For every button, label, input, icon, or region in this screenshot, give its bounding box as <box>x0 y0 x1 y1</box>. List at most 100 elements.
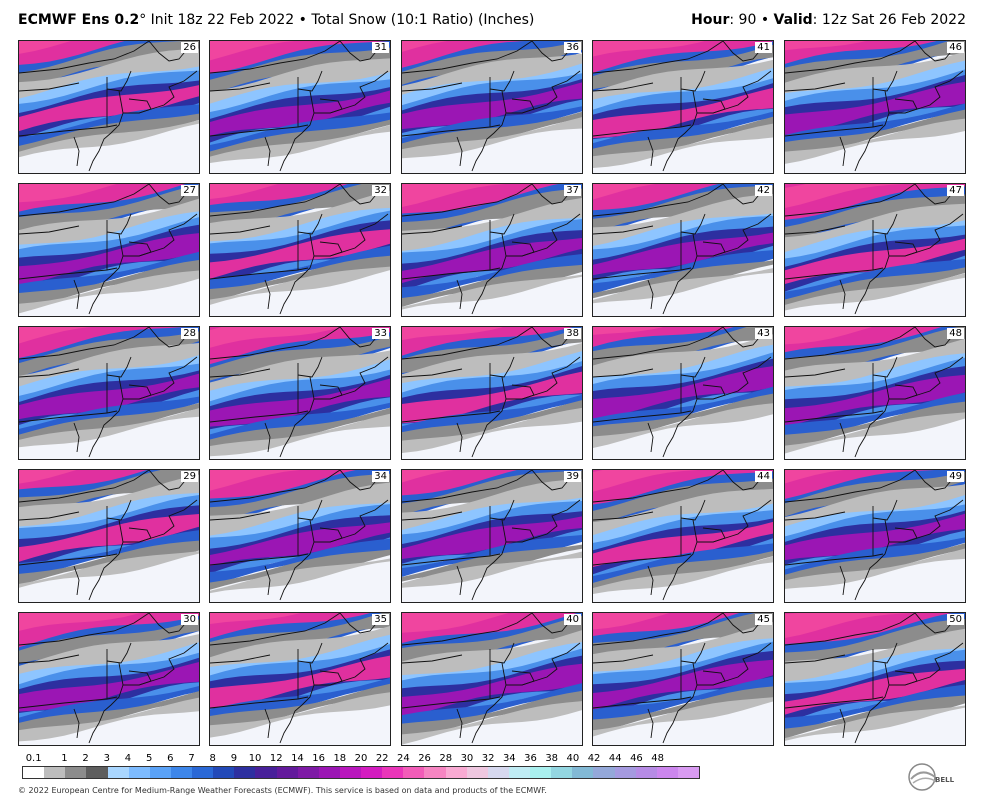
ensemble-member-panel: 47 <box>784 183 966 317</box>
colorbar-tick-label: 36 <box>524 753 537 764</box>
map-title: ECMWF Ens 0.2° Init 18z 22 Feb 2022 • To… <box>18 12 534 28</box>
snowfall-map <box>19 41 199 173</box>
snowfall-map <box>593 613 773 745</box>
snowfall-map <box>210 184 390 316</box>
colorbar-tick-label: 22 <box>375 753 389 764</box>
colorbar-tick-label: 9 <box>230 753 238 764</box>
ensemble-panel-grid: 26 31 36 41 46 27 32 37 42 47 28 33 38 43 48 29 34 39 44 49… <box>18 40 967 750</box>
snowfall-map <box>210 470 390 602</box>
colorbar-swatch <box>255 767 277 778</box>
member-number: 28 <box>181 328 198 339</box>
ensemble-member-panel: 49 <box>784 469 966 603</box>
snowfall-map <box>19 184 199 316</box>
hour-value: : 90 • <box>729 12 774 28</box>
colorbar-swatch <box>530 767 552 778</box>
colorbar-tick-label: 8 <box>209 753 216 764</box>
member-number: 36 <box>564 42 581 53</box>
colorbar-tick-label: 7 <box>188 753 195 764</box>
ensemble-member-panel: 50 <box>784 612 966 746</box>
colorbar-swatch <box>361 767 383 778</box>
member-number: 33 <box>372 328 389 339</box>
colorbar-tick-label: 30 <box>460 753 474 764</box>
colorbar-swatch <box>635 767 657 778</box>
snowfall-map <box>402 327 582 459</box>
colorbar-swatch <box>487 767 509 778</box>
member-number: 39 <box>564 471 581 482</box>
hour-label: Hour <box>691 12 730 28</box>
member-number: 37 <box>564 185 581 196</box>
map-header: ECMWF Ens 0.2° Init 18z 22 Feb 2022 • To… <box>0 0 984 40</box>
snowfall-map <box>593 327 773 459</box>
colorbar-tick-label: 18 <box>333 753 347 764</box>
ensemble-member-panel: 29 <box>18 469 200 603</box>
ensemble-member-panel: 45 <box>592 612 774 746</box>
colorbar-tick-label: 10 <box>248 753 262 764</box>
colorbar-tick-label: 2 <box>82 753 89 764</box>
snowfall-map <box>785 184 965 316</box>
ensemble-member-panel: 36 <box>401 40 583 174</box>
colorbar-swatch <box>403 767 425 778</box>
colorbar-swatch <box>656 767 678 778</box>
ensemble-member-panel: 27 <box>18 183 200 317</box>
snowfall-map <box>593 184 773 316</box>
snowfall-map <box>785 470 965 602</box>
snowfall-map <box>19 327 199 459</box>
weatherbell-logo <box>908 763 938 791</box>
ensemble-member-panel: 31 <box>209 40 391 174</box>
colorbar-tick-label: 48 <box>651 753 664 764</box>
colorbar-swatch <box>170 767 192 778</box>
snowfall-map <box>19 613 199 745</box>
ensemble-member-panel: 34 <box>209 469 391 603</box>
colorbar-tick-label: 32 <box>481 753 495 764</box>
ensemble-member-panel: 35 <box>209 612 391 746</box>
member-number: 34 <box>372 471 389 482</box>
member-number: 47 <box>947 185 964 196</box>
colorbar-swatch <box>234 767 256 778</box>
colorbar-swatch <box>318 767 340 778</box>
colorbar-tick-label: 4 <box>124 753 132 764</box>
member-number: 38 <box>564 328 581 339</box>
colorbar-tick-label: 24 <box>397 753 410 764</box>
colorbar-swatch <box>86 767 108 778</box>
colorbar-swatch <box>339 767 361 778</box>
ensemble-member-panel: 39 <box>401 469 583 603</box>
colorbar-swatch <box>551 767 573 778</box>
member-number: 49 <box>947 471 964 482</box>
logo-text: BELL <box>935 776 955 784</box>
snowfall-map <box>402 41 582 173</box>
colorbar-swatch <box>614 767 636 778</box>
member-number: 44 <box>755 471 772 482</box>
member-number: 48 <box>947 328 964 339</box>
snowfall-map <box>210 613 390 745</box>
colorbar-tick-label: 38 <box>545 753 559 764</box>
colorbar-swatch <box>107 767 129 778</box>
member-number: 35 <box>372 614 389 625</box>
colorbar-swatch <box>297 767 319 778</box>
colorbar-tick-label: 0.1 <box>25 753 42 764</box>
member-number: 32 <box>372 185 389 196</box>
colorbar-tick-label: 1 <box>61 753 68 764</box>
snowfall-map <box>593 470 773 602</box>
colorbar-tick-label: 26 <box>418 753 431 764</box>
colorbar-tick-label: 12 <box>269 753 283 764</box>
colorbar-swatch <box>128 767 150 778</box>
colorbar-swatch <box>445 767 467 778</box>
colorbar-swatch <box>508 767 530 778</box>
ensemble-member-panel: 44 <box>592 469 774 603</box>
model-name: ECMWF Ens 0.2 <box>18 12 140 28</box>
member-number: 29 <box>181 471 198 482</box>
member-number: 43 <box>755 328 772 339</box>
colorbar-tick-label: 46 <box>630 753 643 764</box>
valid-value: : 12z Sat 26 Feb 2022 <box>812 12 966 28</box>
colorbar-tick-label: 28 <box>439 753 453 764</box>
colorbar-tick-label: 14 <box>291 753 304 764</box>
colorbar-tick-label: 3 <box>103 753 110 764</box>
colorbar-tick-label: 34 <box>502 753 516 764</box>
ensemble-member-panel: 33 <box>209 326 391 460</box>
member-number: 30 <box>181 614 198 625</box>
member-number: 46 <box>947 42 964 53</box>
colorbar-tick-label: 44 <box>608 753 622 764</box>
member-number: 27 <box>181 185 198 196</box>
colorbar-swatch <box>593 767 615 778</box>
colorbar-swatch <box>149 767 171 778</box>
